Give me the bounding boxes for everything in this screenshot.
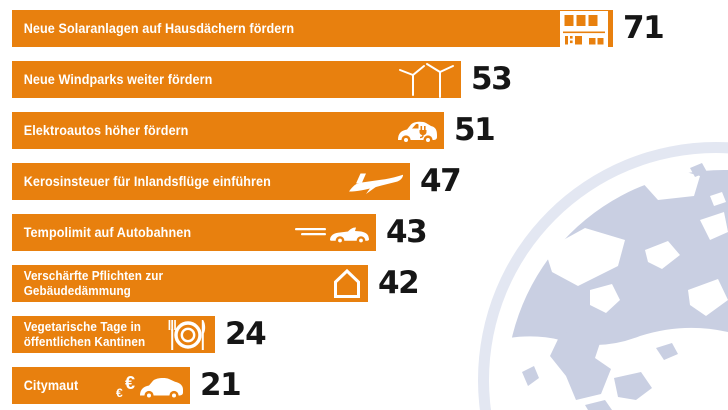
bar-row: Neue Solaranlagen auf Hausdächern förder… <box>12 10 665 47</box>
bar-row: Citymaut € € 21 <box>12 367 663 404</box>
bar-label: Tempolimit auf Autobahnen <box>23 223 192 240</box>
electric-car-icon <box>395 117 439 145</box>
bar: Neue Solaranlagen auf Hausdächern förder… <box>12 10 613 47</box>
bar-row: Elektroautos höher fördern 51 <box>12 112 663 149</box>
bar-label: Vegetarische Tage in öffentlichen Kantine… <box>23 319 146 349</box>
bar-value: 47 <box>420 163 462 199</box>
bar-row: Kerosinsteuer für Inlandsflüge einführen… <box>12 163 663 200</box>
bar-label: Neue Windparks weiter fördern <box>23 70 213 87</box>
bar-label: Kerosinsteuer für Inlandsflüge einführen <box>23 172 271 189</box>
bar: Kerosinsteuer für Inlandsflüge einführen <box>12 163 410 200</box>
svg-text:€: € <box>125 373 135 393</box>
bar-value: 71 <box>623 10 665 46</box>
airplane-icon <box>345 168 405 196</box>
bar-row: Vegetarische Tage in öffentlichen Kantine… <box>12 316 663 353</box>
bar-value: 24 <box>225 316 267 352</box>
solar-house-icon <box>560 10 608 47</box>
euro-car-icon: € € <box>115 371 185 401</box>
bar-value: 51 <box>454 112 496 148</box>
plate-cutlery-icon <box>166 317 210 353</box>
svg-text:€: € <box>116 386 123 400</box>
bar-rows: Neue Solaranlagen auf Hausdächern förder… <box>12 10 665 404</box>
bar-label: Neue Solaranlagen auf Hausdächern förder… <box>23 19 295 36</box>
bar-value: 21 <box>200 367 242 403</box>
house-outline-icon <box>331 267 363 301</box>
bar: Neue Windparks weiter fördern <box>12 61 461 98</box>
bar-label: Citymaut <box>23 376 79 393</box>
bar-label: Elektroautos höher fördern <box>23 121 189 138</box>
speeding-car-icon <box>295 220 371 246</box>
bar: Elektroautos höher fördern <box>12 112 444 149</box>
bar: Verschärfte Pflichten zur Gebäudedämmung <box>12 265 368 302</box>
bar: Citymaut € € <box>12 367 190 404</box>
bar-row: Neue Windparks weiter fördern 53 <box>12 61 663 98</box>
bar-value: 53 <box>471 61 513 97</box>
bar-row: Verschärfte Pflichten zur Gebäudedämmung … <box>12 265 663 302</box>
bar-value: 42 <box>378 265 420 301</box>
bar-value: 43 <box>386 214 428 250</box>
bar: Tempolimit auf Autobahnen <box>12 214 376 251</box>
wind-turbines-icon <box>396 61 456 99</box>
bar-label: Verschärfte Pflichten zur Gebäudedämmung <box>23 268 164 298</box>
bar: Vegetarische Tage in öffentlichen Kantine… <box>12 316 215 353</box>
bar-row: Tempolimit auf Autobahnen 43 <box>12 214 663 251</box>
